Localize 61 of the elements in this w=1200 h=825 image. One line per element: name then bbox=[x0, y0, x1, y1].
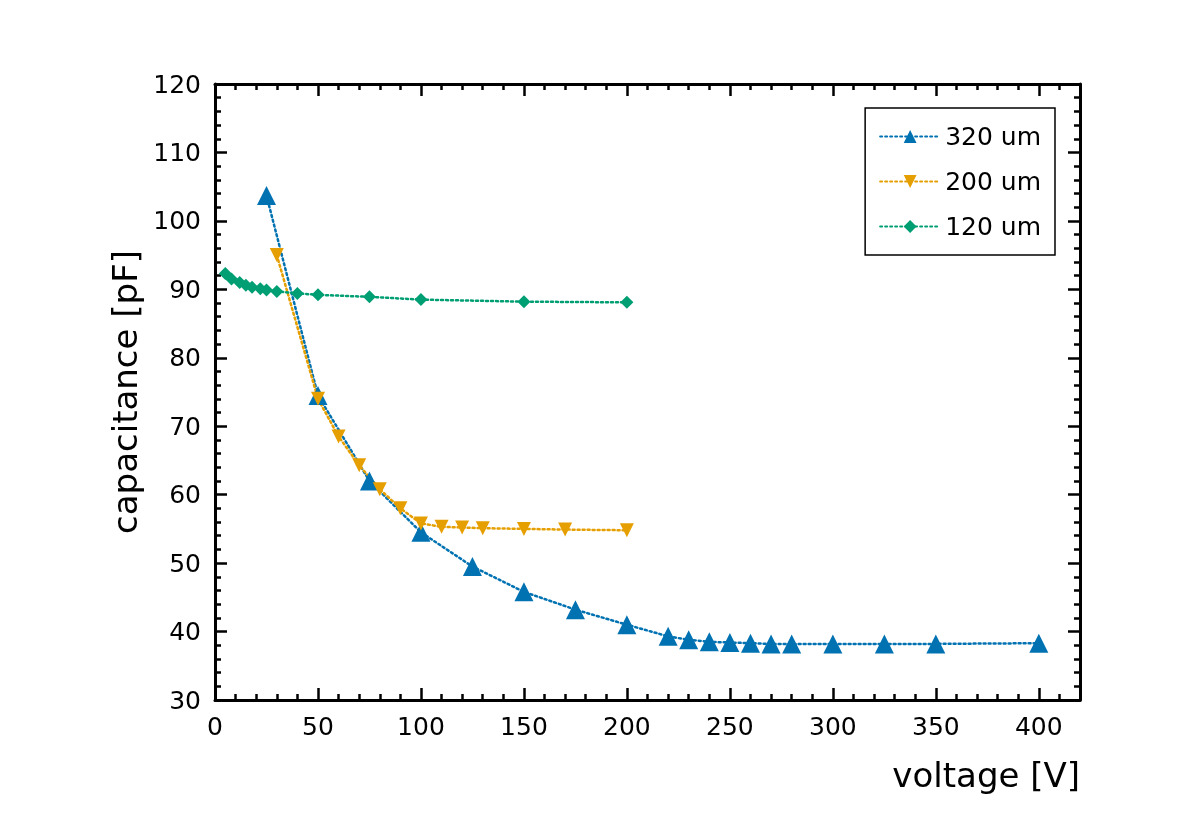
point bbox=[462, 557, 482, 577]
point bbox=[270, 284, 284, 298]
point bbox=[256, 186, 276, 206]
point bbox=[558, 522, 573, 537]
y-tick-label: 80 bbox=[169, 343, 201, 373]
point bbox=[699, 632, 719, 652]
point bbox=[475, 521, 490, 536]
y-tick-label: 30 bbox=[169, 685, 201, 715]
x-tick-label: 50 bbox=[302, 712, 334, 741]
point bbox=[782, 634, 802, 654]
point bbox=[218, 267, 232, 281]
y-tick-label: 120 bbox=[153, 69, 201, 99]
x-tick-label: 350 bbox=[911, 712, 960, 741]
legend-label: 200 um bbox=[945, 167, 1042, 196]
y-axis-title: capacitance [pF] bbox=[105, 250, 146, 534]
point bbox=[224, 272, 238, 286]
point bbox=[414, 293, 428, 307]
x-tick-label: 200 bbox=[603, 712, 651, 741]
point bbox=[269, 248, 284, 263]
point bbox=[679, 630, 699, 650]
point bbox=[434, 519, 449, 534]
x-tick-label: 100 bbox=[397, 712, 445, 741]
point bbox=[290, 286, 304, 300]
point bbox=[761, 634, 781, 654]
x-tick-label: 400 bbox=[1014, 712, 1063, 741]
point bbox=[393, 501, 408, 516]
point bbox=[311, 288, 325, 302]
y-tick-label: 60 bbox=[169, 480, 201, 510]
point bbox=[620, 295, 634, 309]
point bbox=[658, 626, 678, 646]
x-tick-label: 250 bbox=[706, 712, 754, 741]
y-tick-label: 70 bbox=[169, 411, 201, 441]
x-tick-label: 300 bbox=[809, 712, 857, 741]
x-axis-title: voltage [V] bbox=[892, 755, 1080, 795]
y-tick-label: 90 bbox=[169, 274, 201, 304]
point bbox=[565, 600, 585, 620]
y-tick-label: 50 bbox=[169, 548, 201, 578]
point bbox=[1029, 633, 1049, 653]
point bbox=[516, 521, 531, 536]
point bbox=[362, 290, 376, 304]
point bbox=[740, 633, 760, 653]
point bbox=[926, 634, 946, 654]
legend-label: 320 um bbox=[945, 122, 1042, 151]
y-tick-label: 110 bbox=[153, 137, 201, 167]
point bbox=[331, 429, 346, 444]
point bbox=[517, 295, 531, 309]
point bbox=[352, 458, 367, 473]
point bbox=[617, 615, 637, 635]
x-tick-label: 150 bbox=[500, 712, 548, 741]
y-tick-label: 100 bbox=[153, 206, 201, 236]
point bbox=[874, 634, 894, 654]
point bbox=[823, 634, 843, 654]
point bbox=[619, 523, 634, 538]
point bbox=[514, 582, 534, 602]
point bbox=[372, 482, 387, 497]
point bbox=[455, 520, 470, 535]
y-tick-label: 40 bbox=[169, 617, 201, 647]
legend-label: 120 um bbox=[945, 212, 1042, 241]
point bbox=[720, 633, 740, 653]
x-tick-label: 0 bbox=[207, 712, 223, 741]
point bbox=[413, 516, 428, 531]
